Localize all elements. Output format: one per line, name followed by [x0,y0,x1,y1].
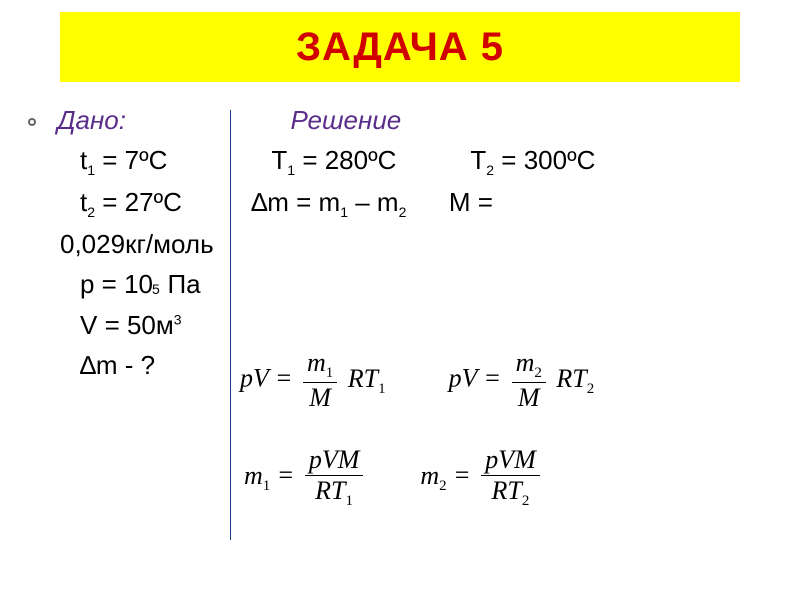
m2-num: pVM [481,445,540,475]
pv2-lhs: pV [449,364,477,393]
pv2-rhs: RT2 [556,364,594,393]
pv1-rhs: RT1 [348,364,386,393]
header-line: Дано: Решение [50,100,770,140]
equals-2: = [484,364,508,393]
formula-pv-row: pV = m1 M RT1 pV = m2 M RT2 [240,348,760,413]
row-1: t1 = 7ºC T1 = 280ºC T2 = 300ºC [80,140,770,182]
t2-value: t2 = 27ºC [80,187,182,217]
content-area: Дано: Решение t1 = 7ºC T1 = 280ºC T2 = 3… [30,100,770,385]
title-bar: ЗАДАЧА 5 [60,12,740,82]
m1-frac: pVM RT1 [305,445,364,510]
pv1-frac: m1 M [303,348,337,413]
m2-lhs: m2 [420,461,446,490]
T1-value: T1 = 280ºC [271,145,396,175]
equals-1: = [275,364,299,393]
pv1-num-sub: 1 [326,365,334,381]
pv2-num: m [516,348,535,377]
row-2b: 0,029кг/моль [60,224,770,264]
t1-value: t1 = 7ºC [80,145,167,175]
M-pre: M = [449,187,493,217]
given-label: Дано: [57,105,126,135]
pv2-frac: m2 M [512,348,546,413]
m2-frac: pVM RT2 [481,445,540,510]
M-value: 0,029кг/моль [60,229,214,259]
p-value: p = 105 Па [80,269,201,299]
pv1-den: M [303,382,337,413]
bullet-icon [28,118,36,126]
row-2: t2 = 27ºC ∆m = m1 – m2 M = [80,182,770,224]
pv2-den: M [512,382,546,413]
formula-m-row: m1 = pVM RT1 m2 = pVM RT2 [244,445,764,510]
T2-value: T2 = 300ºC [470,145,595,175]
m1-den-sub: 1 [346,493,354,509]
pv2-num-sub: 2 [534,365,542,381]
pv1-num: m [307,348,326,377]
m1-lhs: m1 [244,461,270,490]
dm-question: ∆m - ? [80,350,155,380]
m1-num: pVM [305,445,364,475]
dm-equation: ∆m = m1 – m2 [251,187,406,217]
equals-3: = [277,461,301,490]
solution-label: Решение [290,105,401,135]
row-3: p = 105 Па [80,264,770,304]
m2-den: RT [492,476,522,505]
title-text: ЗАДАЧА 5 [296,25,504,70]
equals-4: = [453,461,477,490]
row-4: V = 50м3 [80,305,770,345]
V-value: V = 50м3 [80,310,182,340]
m2-den-sub: 2 [522,493,530,509]
m1-den: RT [315,476,345,505]
pv1-lhs: pV [240,364,268,393]
